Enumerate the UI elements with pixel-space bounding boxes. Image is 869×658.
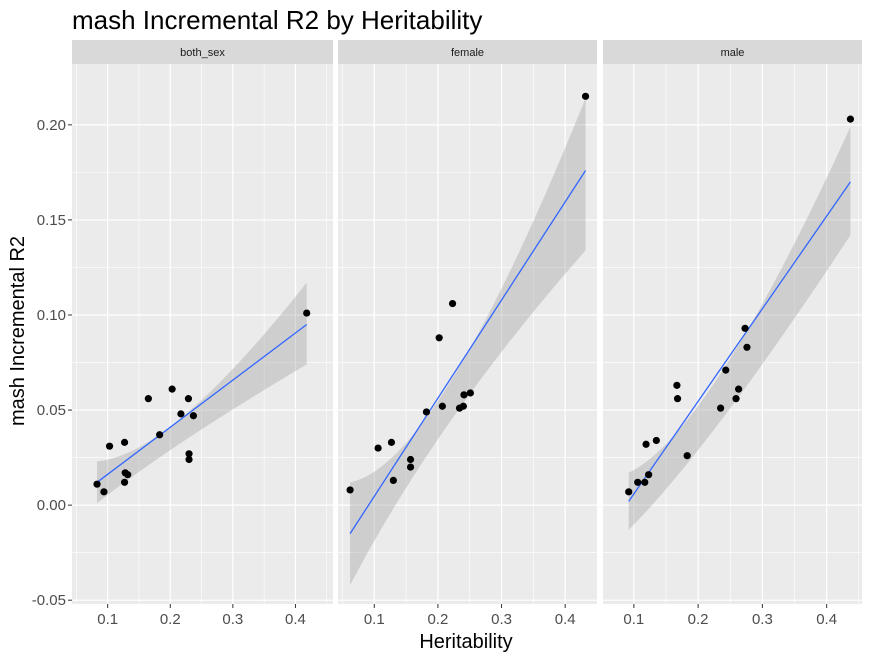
x-tick-label: 0.2 (427, 611, 448, 628)
y-tick-label: -0.05 (32, 592, 66, 609)
y-tick-label: 0.10 (37, 307, 66, 324)
facet-strip-label: female (451, 47, 484, 59)
panel-background (338, 64, 597, 604)
data-point (156, 431, 164, 439)
confidence-band (628, 126, 851, 530)
facet-both_sex: both_sex 0.1 0.2 0.3 0.4 (72, 40, 333, 628)
data-point (124, 471, 132, 479)
data-point (634, 478, 642, 486)
data-point (652, 436, 660, 445)
data-point (459, 402, 467, 410)
y-tick-label: 0.20 (37, 117, 66, 134)
x-tick-label: 0.1 (97, 611, 118, 628)
x-tick-label: 0.4 (555, 611, 576, 628)
panel-background (72, 64, 333, 604)
data-point (448, 299, 457, 308)
data-point (466, 389, 474, 397)
data-point (717, 404, 725, 412)
y-tick-label: 0.15 (37, 212, 66, 229)
facet-strip-label: both_sex (180, 47, 225, 59)
data-point (683, 452, 691, 460)
data-point (460, 391, 468, 399)
data-point (642, 440, 650, 448)
data-point (645, 471, 653, 479)
data-point (189, 412, 198, 420)
data-point (438, 402, 446, 410)
data-point (741, 324, 749, 332)
x-tick-label: 0.3 (222, 611, 243, 628)
x-tick-label: 0.1 (364, 611, 385, 628)
x-tick-label: 0.1 (623, 611, 644, 628)
facet-strip-label: male (721, 47, 745, 59)
y-tick-label: 0.05 (37, 402, 66, 419)
data-point (673, 381, 681, 389)
data-point (346, 486, 354, 494)
confidence-band (97, 282, 307, 504)
chart-title: mash Incremental R2 by Heritability (72, 5, 482, 35)
data-point (732, 395, 740, 403)
facet-strip (338, 40, 597, 64)
data-point (185, 450, 193, 458)
x-tick-label: 0.2 (688, 611, 709, 628)
data-point (93, 480, 101, 488)
x-tick-label: 0.3 (752, 611, 773, 628)
data-point (185, 455, 193, 464)
data-point (303, 309, 311, 317)
data-point (184, 395, 193, 403)
data-point (581, 92, 590, 100)
data-point (735, 385, 743, 393)
y-axis-title: mash Incremental R2 (7, 236, 29, 426)
facet-strip (72, 40, 333, 64)
y-axis: -0.05 0.00 0.05 0.10 0.15 0.20 (32, 117, 72, 609)
data-point (387, 438, 396, 446)
data-point (105, 442, 114, 450)
y-tick-label: 0.00 (37, 497, 66, 514)
data-point (422, 408, 431, 416)
data-point (389, 476, 397, 485)
facet-male: male 0.1 0.2 0.3 0.4 (603, 40, 862, 628)
data-point (406, 463, 415, 471)
data-point (406, 455, 415, 464)
data-point (722, 366, 730, 374)
data-point (846, 115, 855, 123)
regression-line (349, 170, 587, 535)
data-point (120, 478, 129, 486)
confidence-band (350, 98, 586, 585)
data-point (743, 343, 751, 351)
data-point (374, 444, 382, 452)
regression-line (96, 323, 308, 483)
x-tick-label: 0.2 (160, 611, 181, 628)
data-point (177, 410, 185, 418)
x-axis-title: Heritability (419, 631, 512, 653)
panel-background (603, 64, 862, 604)
data-point (641, 478, 649, 486)
data-point (435, 334, 443, 342)
regression-line (628, 181, 851, 502)
x-tick-label: 0.4 (816, 611, 837, 628)
facet-strip (603, 40, 862, 64)
x-tick-label: 0.4 (285, 611, 306, 628)
data-point (100, 488, 108, 496)
facet-female: female 0.1 0.2 0.3 0.4 (338, 40, 597, 628)
data-point (120, 438, 129, 446)
data-point (144, 395, 152, 403)
data-point (673, 395, 682, 403)
data-point (625, 488, 633, 496)
x-tick-label: 0.3 (491, 611, 512, 628)
data-point (168, 385, 176, 393)
